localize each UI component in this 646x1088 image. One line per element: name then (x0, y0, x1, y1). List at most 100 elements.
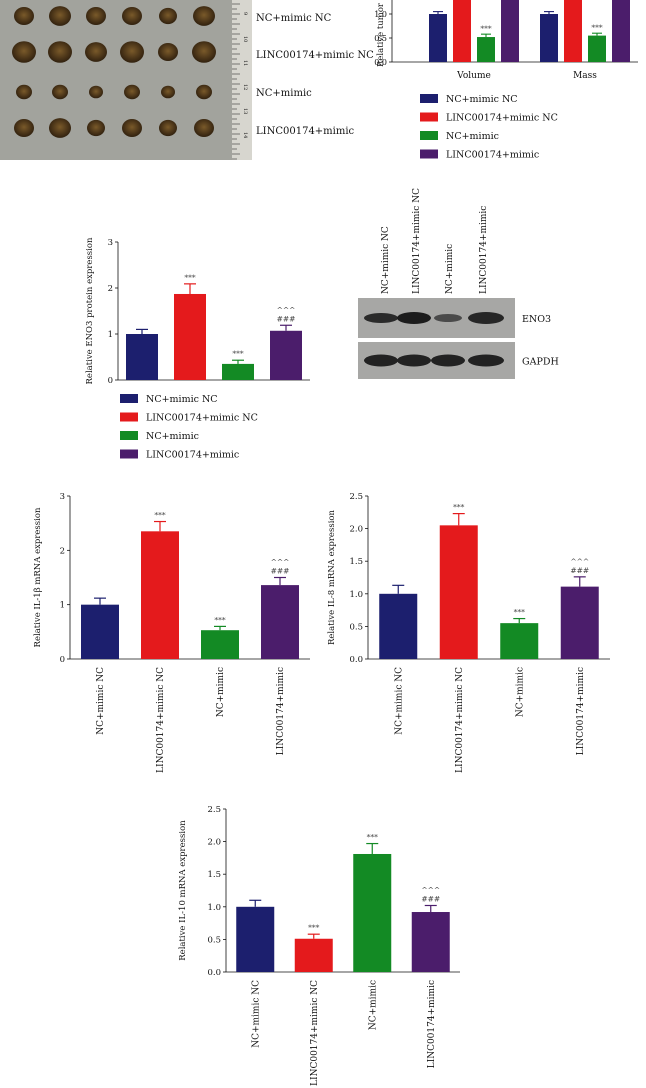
y-tick-label: 2.5 (349, 492, 363, 502)
legend-label: NC+mimic (446, 131, 499, 142)
y-tick-label: 2.0 (349, 525, 363, 535)
y-tick-label: 0.0 (374, 58, 387, 67)
bar (174, 293, 206, 380)
legend-swatch (420, 112, 438, 122)
significance-mark: ^^^ (277, 305, 296, 314)
tumor-photo-image: 9 10 11 12 13 14 (0, 0, 252, 160)
significance-mark: ### (271, 567, 290, 576)
y-tick-label: 1 (60, 601, 65, 611)
blot-band (364, 313, 398, 323)
legend-top: NC+mimic NC LINC00174+mimic NC NC+mimic LIN… (420, 94, 558, 161)
western-blot: NC+mimic NC LINC00174+mimic NC NC+mimic LIN… (358, 188, 559, 379)
tumor-sample (48, 41, 72, 63)
y-tick-label: 3 (60, 492, 65, 502)
blot-band (364, 354, 398, 367)
il10-chart: 0.0 0.5 1.0 1.5 2.0 2.5 Relative IL-10 mRNA ex… (178, 805, 460, 1086)
bar (201, 630, 239, 659)
legend-label: LINC00174+mimic (446, 150, 539, 161)
y-axis-label: Relative IL-10 mRNA expression (178, 820, 188, 961)
x-tick-label: NC+mimic (368, 980, 378, 1030)
significance-mark: *** (154, 511, 166, 520)
y-tick-label: 2 (60, 546, 65, 556)
y-tick-label: 0 (60, 655, 65, 665)
tumor-sample (85, 42, 107, 62)
blot-band (468, 312, 504, 324)
bar (222, 363, 254, 380)
x-tick-label: NC+mimic NC (394, 667, 404, 735)
ruler-number: 14 (242, 132, 248, 138)
significance-mark: *** (514, 608, 526, 617)
eno3-protein-chart: 0 1 2 3 Relative ENO3 protein expression *** *… (85, 237, 310, 386)
ruler-number: 11 (242, 60, 248, 66)
significance-mark: *** (367, 833, 379, 842)
tumor-sample (14, 119, 34, 137)
x-tick-label: NC+mimic (515, 667, 525, 717)
significance-mark: ### (570, 566, 589, 575)
legend-swatch (420, 131, 438, 140)
legend-swatch (120, 412, 138, 422)
tumor-sample (14, 7, 34, 25)
significance-mark: ^^^ (271, 558, 290, 567)
legend-label: NC+mimic (146, 431, 199, 442)
tumor-sample (12, 41, 36, 63)
y-tick-label: 1 (108, 330, 113, 340)
legend-label: LINC00174+mimic NC (446, 113, 558, 124)
ruler-number: 10 (242, 36, 248, 42)
significance-mark: ^^^ (421, 885, 440, 894)
blot-band (397, 354, 431, 367)
il1b-chart: 0 1 2 3 Relative IL-1β mRNA expression NC+mim… (33, 492, 310, 773)
legend-label: NC+mimic NC (146, 394, 218, 405)
significance-mark: ### (277, 314, 296, 323)
significance-mark: *** (591, 23, 603, 32)
significance-mark: *** (184, 273, 196, 282)
bar (560, 586, 599, 659)
legend-middle: NC+mimic NC LINC00174+mimic NC NC+mimic LIN… (120, 394, 258, 461)
bar (379, 593, 418, 659)
y-tick-label: 1.0 (349, 590, 363, 600)
ruler-number: 12 (242, 84, 248, 90)
legend-swatch (420, 94, 438, 103)
bar (126, 334, 158, 380)
tumor-sample (52, 84, 68, 100)
y-tick-label: 2.0 (207, 838, 221, 848)
legend-swatch (420, 149, 438, 159)
tumor-sample (194, 119, 214, 137)
bar (429, 14, 447, 62)
y-tick-label: 1.5 (207, 870, 221, 880)
blot-band (468, 354, 504, 367)
y-tick-label: 0 (108, 376, 113, 386)
y-tick-label: 0.0 (349, 655, 363, 665)
photo-row-label: NC+mimic (256, 88, 312, 99)
tumor-sample (16, 84, 32, 100)
photo-row-label: NC+mimic NC (256, 13, 332, 24)
x-tick-label: NC+mimic NC (96, 667, 106, 735)
tumor-sample (124, 84, 140, 100)
x-tick-label: LINC00174+mimic (427, 980, 437, 1068)
legend-swatch (120, 449, 138, 459)
tumor-sample (49, 6, 71, 26)
y-tick-label: 1.0 (374, 10, 387, 19)
y-tick-label: 2 (108, 284, 113, 294)
y-axis-label: Relative IL-1β mRNA expression (33, 507, 43, 647)
y-axis-label: Relative tumor (376, 2, 386, 67)
x-tick-label: LINC00174+mimic (576, 667, 586, 755)
blot-band (397, 312, 431, 324)
photo-row-label: LINC00174+mimic (256, 126, 355, 137)
bar (453, 0, 471, 63)
bar (501, 0, 519, 63)
y-tick-label: 0.0 (207, 968, 221, 978)
bar (564, 0, 582, 63)
bar (294, 938, 333, 972)
tumor-sample (86, 7, 106, 25)
y-axis-label: Relative IL-8 mRNA expression (327, 509, 337, 645)
tumor-sample (192, 41, 216, 63)
il8-chart: 0.0 0.5 1.0 1.5 2.0 2.5 Relative IL-8 mRNA exp… (327, 492, 610, 773)
blot-band (431, 354, 465, 367)
legend-swatch (120, 394, 138, 403)
bar (411, 912, 450, 972)
y-tick-label: 0.5 (374, 34, 387, 43)
legend-label: LINC00174+mimic NC (146, 413, 258, 424)
bar (236, 906, 275, 972)
